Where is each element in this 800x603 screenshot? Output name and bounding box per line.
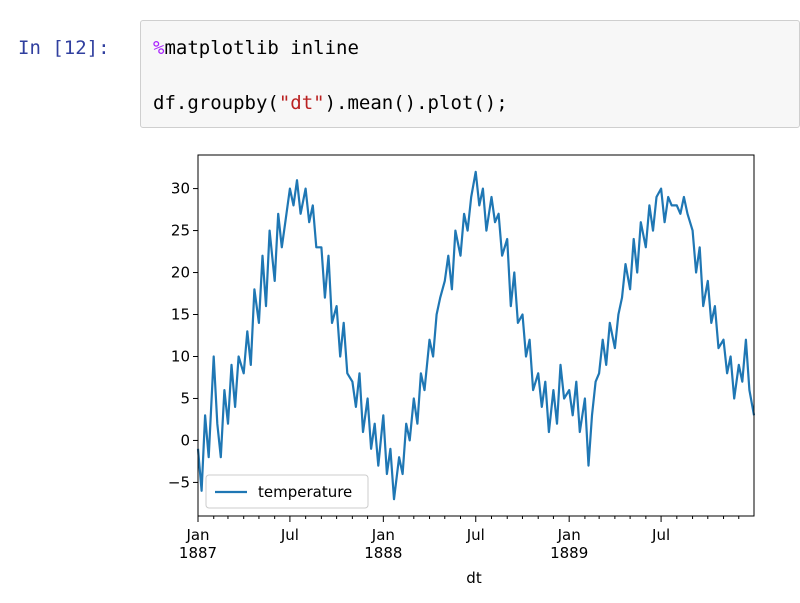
magic-symbol: %: [153, 37, 165, 59]
code-string: "dt": [278, 92, 325, 114]
x-tick-label: Jan: [371, 526, 395, 544]
code-line-2: df.groupby("dt").mean().plot();: [153, 92, 508, 114]
y-tick-label: 30: [171, 180, 190, 198]
y-tick-label: 25: [171, 222, 190, 240]
x-axis-label: dt: [466, 569, 482, 587]
y-tick-label: −5: [168, 473, 190, 491]
plot-frame: [197, 154, 755, 517]
y-tick-label: 0: [180, 431, 190, 449]
series-line-temperature: [196, 170, 756, 501]
x-tick-year-label: 1888: [364, 544, 402, 562]
output-area: −5 0 5 10 15 20 25 30 Jan 1887 Jul Jan 1888 Jul Jan 18…: [0, 140, 800, 599]
y-axis: −5 0 5 10 15 20 25 30: [168, 180, 198, 491]
x-tick-year-label: 1887: [179, 544, 217, 562]
x-tick-label: Jul: [651, 526, 670, 544]
code-call-pre: df.groupby(: [153, 92, 279, 114]
x-tick-label: Jan: [557, 526, 581, 544]
code-line-1: %matplotlib inline: [153, 37, 359, 59]
x-tick-label: Jul: [466, 526, 485, 544]
code-cell[interactable]: %matplotlib inline df.groupby("dt").mean…: [140, 20, 800, 128]
x-tick-year-label: 1889: [550, 544, 588, 562]
legend: temperature: [205, 474, 369, 509]
y-tick-label: 20: [171, 264, 190, 282]
x-tick-label: Jul: [280, 526, 299, 544]
y-tick-label: 10: [171, 347, 190, 365]
code-call-post: ).mean().plot();: [324, 92, 508, 114]
cell-prompt: In [12]:: [18, 37, 110, 59]
y-tick-label: 5: [180, 389, 190, 407]
legend-box: [205, 474, 369, 509]
legend-label: temperature: [258, 483, 352, 501]
y-tick-label: 15: [171, 306, 190, 324]
magic-command: matplotlib inline: [164, 37, 359, 59]
x-tick-label: Jan: [185, 526, 209, 544]
